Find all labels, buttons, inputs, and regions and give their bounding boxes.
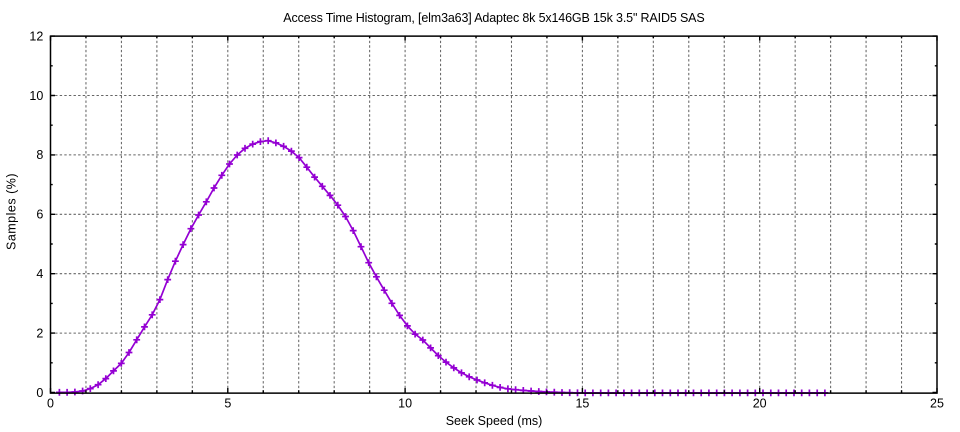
svg-text:10: 10 [29, 89, 43, 103]
svg-text:8: 8 [36, 148, 43, 162]
svg-text:Samples (%): Samples (%) [5, 173, 19, 250]
svg-text:4: 4 [36, 267, 43, 281]
svg-text:6: 6 [36, 208, 43, 222]
svg-text:Seek Speed (ms): Seek Speed (ms) [446, 414, 543, 428]
svg-text:12: 12 [29, 29, 43, 43]
svg-text:20: 20 [753, 397, 767, 411]
svg-text:15: 15 [575, 397, 589, 411]
svg-text:5: 5 [224, 397, 231, 411]
svg-text:Access Time Histogram, [elm3a6: Access Time Histogram, [elm3a63] Adaptec… [283, 11, 704, 25]
svg-text:0: 0 [47, 397, 54, 411]
svg-text:10: 10 [398, 397, 412, 411]
svg-text:25: 25 [930, 397, 944, 411]
svg-text:0: 0 [36, 386, 43, 400]
svg-text:2: 2 [36, 326, 43, 340]
